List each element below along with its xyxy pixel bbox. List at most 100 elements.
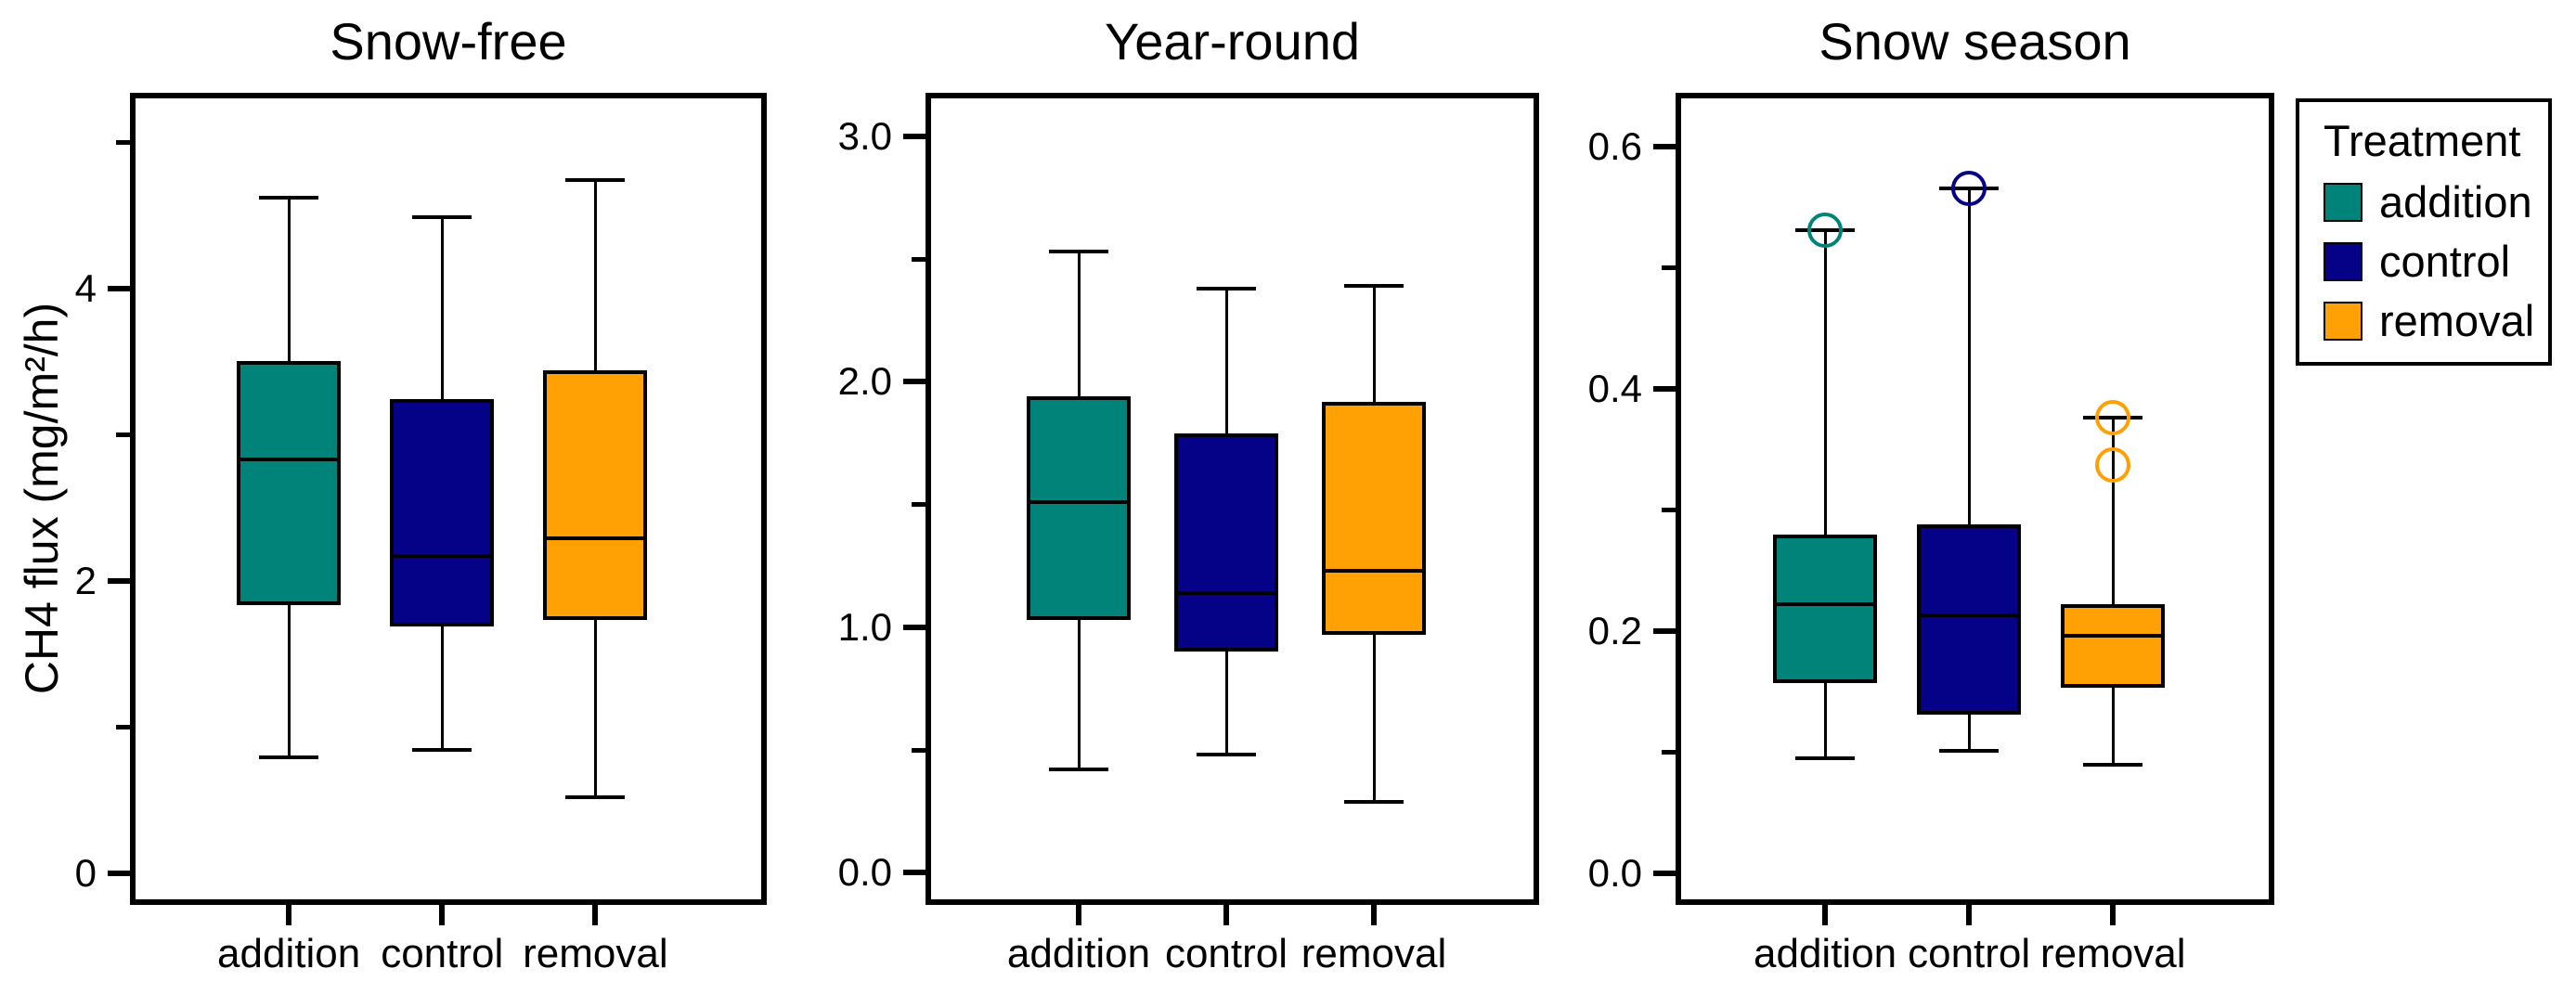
x-axis-tick <box>286 905 292 925</box>
x-category-label: control <box>1908 931 2031 976</box>
median-line <box>390 553 495 558</box>
panel-title-snow-season: Snow season <box>1819 12 2131 71</box>
y-axis-tick-label: 0.4 <box>1587 367 1642 411</box>
addition-swatch-icon <box>2324 183 2362 222</box>
whisker-cap-upper <box>1344 284 1404 289</box>
y-axis-major-tick <box>903 379 926 385</box>
whisker-cap-lower <box>259 755 319 760</box>
y-axis-major-tick <box>108 870 130 876</box>
y-axis-tick-label: 4 <box>74 265 97 310</box>
whisker-cap-upper <box>412 214 472 219</box>
x-category-label: addition <box>1006 931 1151 976</box>
whisker-cap-upper <box>259 196 319 200</box>
y-axis-minor-tick <box>116 724 130 729</box>
x-category-label: control <box>381 931 504 976</box>
x-axis-tick <box>1966 905 1973 925</box>
box-removal <box>543 369 648 621</box>
x-axis-tick <box>2110 905 2116 925</box>
x-category-label: removal <box>1301 931 1447 976</box>
whisker-cap-lower <box>1197 753 1256 757</box>
legend-item-label: addition <box>2379 177 2532 226</box>
legend-item-removal: removal <box>2324 298 2548 344</box>
whisker-cap-lower <box>1344 799 1404 804</box>
y-axis-minor-tick <box>1662 749 1676 755</box>
y-axis-major-tick <box>903 133 926 139</box>
y-axis-tick-label: 3.0 <box>837 113 892 158</box>
whisker-cap-upper <box>1197 286 1256 290</box>
whisker-cap-lower <box>1939 749 2000 754</box>
legend-item-label: control <box>2379 237 2511 286</box>
y-axis-major-tick <box>903 624 926 630</box>
whisker-cap-lower <box>1795 756 1856 760</box>
panel-title-year-round: Year-round <box>1104 12 1361 71</box>
median-line <box>1027 500 1131 505</box>
y-axis-tick-label: 1.0 <box>837 604 892 649</box>
y-axis-minor-tick <box>116 432 130 437</box>
y-axis-major-tick <box>108 285 130 291</box>
y-axis-minor-tick <box>1662 265 1676 271</box>
outlier-circle <box>2095 447 2131 484</box>
outlier-circle <box>1807 213 1844 249</box>
median-line <box>543 536 648 541</box>
whisker-cap-lower <box>1049 768 1108 772</box>
box-addition <box>1773 534 1878 684</box>
whisker-cap-lower <box>2083 762 2143 767</box>
x-category-label: control <box>1164 931 1288 976</box>
median-line <box>1773 602 1878 607</box>
y-axis-minor-tick <box>912 747 926 753</box>
y-axis-tick-label: 0.0 <box>837 850 892 895</box>
legend-item-addition: addition <box>2324 179 2548 226</box>
x-category-label: addition <box>217 931 361 976</box>
y-axis-major-tick <box>1653 386 1676 393</box>
y-axis-tick-label: 2.0 <box>837 359 892 404</box>
control-swatch-icon <box>2324 242 2362 281</box>
y-axis-minor-tick <box>1662 508 1676 513</box>
y-axis-tick-label: 0.6 <box>1587 124 1642 169</box>
y-axis-label: CH4 flux (mg/m²/h) <box>16 302 68 695</box>
panel-title-snow-free: Snow-free <box>330 12 567 71</box>
median-line <box>1174 590 1278 595</box>
whisker-line <box>2111 418 2115 765</box>
median-line <box>237 457 342 461</box>
plot-frame-snow-season <box>1676 93 2274 905</box>
box-removal <box>2061 604 2166 689</box>
y-axis-tick-label: 0 <box>74 850 97 895</box>
y-axis-tick-label: 0.0 <box>1587 850 1642 895</box>
box-removal <box>1322 401 1426 635</box>
x-axis-tick <box>439 905 446 925</box>
removal-swatch-icon <box>2324 302 2362 341</box>
median-line <box>1322 569 1426 574</box>
y-axis-minor-tick <box>912 256 926 262</box>
box-control <box>1917 524 2022 716</box>
y-axis-tick-label: 0.2 <box>1587 609 1642 653</box>
whisker-cap-lower <box>565 794 626 799</box>
box-addition <box>1027 396 1131 621</box>
whisker-cap-lower <box>412 748 472 753</box>
y-axis-major-tick <box>108 577 130 584</box>
box-control <box>1174 433 1278 652</box>
box-control <box>390 399 495 626</box>
y-axis-minor-tick <box>912 502 926 508</box>
x-axis-tick <box>1822 905 1829 925</box>
x-category-label: removal <box>523 931 668 976</box>
outlier-circle <box>2095 400 2131 436</box>
whisker-cap-upper <box>565 178 626 183</box>
y-axis-tick-label: 2 <box>74 558 97 602</box>
x-category-label: addition <box>1754 931 1897 976</box>
legend-item-label: removal <box>2379 296 2535 345</box>
whisker-line <box>1967 187 1971 752</box>
whisker-line <box>1823 230 1827 758</box>
y-axis-major-tick <box>1653 144 1676 150</box>
x-axis-tick <box>1076 905 1081 925</box>
box-addition <box>237 361 342 606</box>
median-line <box>1917 613 2022 618</box>
legend-item-control: control <box>2324 239 2548 285</box>
y-axis-minor-tick <box>116 139 130 145</box>
y-axis-major-tick <box>1653 870 1676 876</box>
legend-title: Treatment <box>2324 116 2521 165</box>
median-line <box>2061 634 2166 639</box>
y-axis-major-tick <box>1653 628 1676 635</box>
outlier-circle <box>1951 170 1987 206</box>
x-axis-tick <box>1371 905 1377 925</box>
